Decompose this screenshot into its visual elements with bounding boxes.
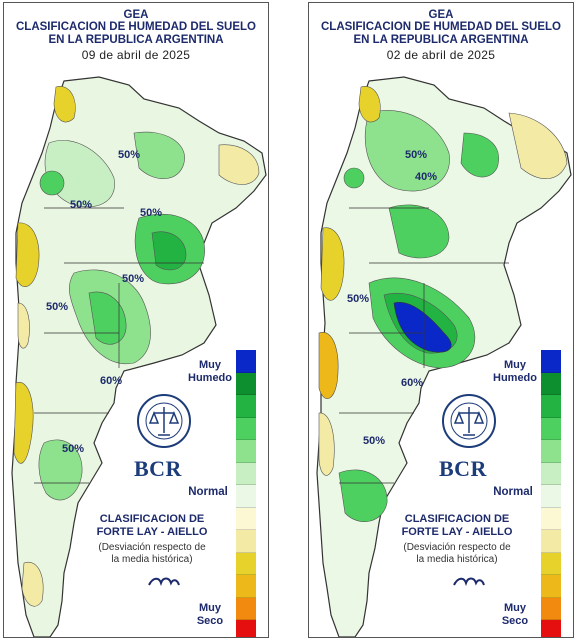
map-date: 09 de abril de 2025: [81, 48, 191, 62]
header-subtitle-2: EN LA REPUBLICA ARGENTINA: [48, 34, 224, 46]
header-subtitle: CLASIFICACION DE HUMEDAD DEL SUELO: [15, 21, 257, 33]
legend-normal-label: Normal: [188, 486, 228, 498]
contour-label: 50%: [70, 199, 93, 211]
contour-label: 40%: [415, 171, 438, 183]
header-subtitle-2: EN LA REPUBLICA ARGENTINA: [353, 34, 529, 46]
contour-label: 50%: [140, 207, 163, 219]
legend-color-scale: [236, 350, 256, 637]
contour-label: 60%: [100, 375, 123, 387]
map-panel-previous: GEA CLASIFICACION DE HUMEDAD DEL SUELO E…: [308, 2, 574, 638]
method-line-2: FORTE LAY - AIELLO: [401, 526, 513, 538]
method-line-2: FORTE LAY - AIELLO: [96, 526, 208, 538]
contour-label: 50%: [347, 293, 370, 305]
method-line-3: (Desviación respecto de: [98, 542, 206, 553]
method-line-1: CLASIFICACION DE: [404, 513, 510, 525]
bolsa-de-comercio-seal-icon: [442, 394, 496, 448]
header-title: GEA: [123, 9, 149, 21]
contour-label: 60%: [401, 377, 424, 389]
method-line-4: la media histórica): [111, 554, 193, 565]
header-subtitle: CLASIFICACION DE HUMEDAD DEL SUELO: [320, 21, 562, 33]
bolsa-de-comercio-seal-icon: [137, 394, 191, 448]
legend-color-scale: [541, 350, 561, 637]
legend-dry-label: Muy Seco: [501, 602, 529, 627]
brand-name: BCR: [134, 456, 182, 481]
brand-name: BCR: [439, 456, 487, 481]
contour-label: 50%: [118, 149, 141, 161]
contour-label: 50%: [46, 301, 69, 313]
legend-normal-label: Normal: [493, 486, 533, 498]
map-date: 02 de abril de 2025: [386, 48, 496, 62]
gea-logo-icon: [148, 577, 180, 587]
gea-logo-icon: [453, 577, 485, 587]
contour-label: 50%: [405, 149, 428, 161]
argentina-soil-moisture-map: [11, 76, 267, 637]
method-line-4: la media histórica): [416, 554, 498, 565]
header-title: GEA: [428, 9, 454, 21]
legend-wet-label: Muy Humedo: [493, 359, 537, 384]
method-line-3: (Desviación respecto de: [403, 542, 511, 553]
contour-label: 50%: [62, 443, 85, 455]
contour-label: 50%: [122, 273, 145, 285]
contour-label: 50%: [363, 435, 386, 447]
legend-wet-label: Muy Humedo: [188, 359, 232, 384]
map-panel-current: GEA CLASIFICACION DE HUMEDAD DEL SUELO E…: [3, 2, 269, 638]
argentina-soil-moisture-map: [316, 76, 572, 637]
method-line-1: CLASIFICACION DE: [99, 513, 205, 525]
legend-dry-label: Muy Seco: [196, 602, 224, 627]
